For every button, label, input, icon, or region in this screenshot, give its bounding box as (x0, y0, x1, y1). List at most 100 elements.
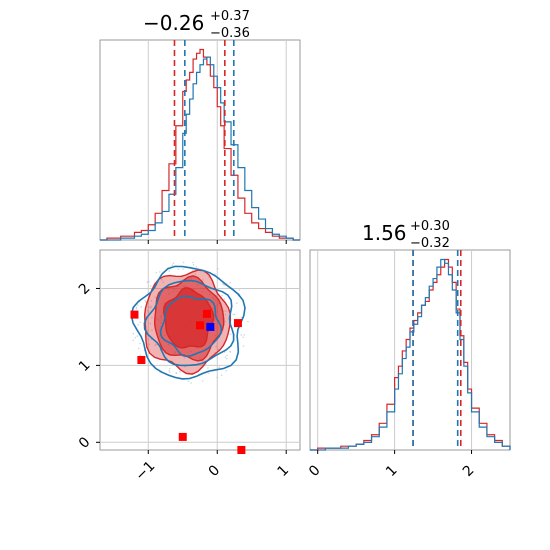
sample-dot (202, 279, 204, 281)
sample-dot (225, 357, 228, 360)
sample-dot (217, 348, 220, 351)
red-marker-2 (196, 321, 204, 330)
sample-dot (195, 265, 198, 268)
panel-frame (99, 39, 301, 241)
title-upper: +0.37 (210, 9, 250, 24)
sample-dot (150, 299, 153, 302)
sample-dot (135, 306, 138, 309)
histogram-step-1 (100, 56, 300, 241)
sample-dot (225, 310, 227, 313)
x-ticks (147, 240, 287, 244)
red-marker-3 (202, 309, 211, 318)
sample-dot (229, 351, 232, 353)
sample-dot (175, 372, 178, 374)
title-value: 1.56 (362, 221, 407, 245)
title-value: −0.26 (143, 11, 204, 35)
sample-dot (222, 283, 225, 286)
sample-dot (207, 367, 209, 369)
sample-dot (215, 345, 217, 348)
y-tick-label: 1 (76, 357, 94, 375)
sample-dot (243, 333, 246, 336)
sample-dot (137, 347, 140, 350)
sample-dot (135, 308, 138, 310)
red-marker-6 (237, 446, 246, 454)
sample-dot (146, 309, 149, 312)
contours (130, 265, 246, 380)
sample-dot (139, 354, 142, 357)
sample-dot (144, 301, 147, 303)
sample-dot (149, 306, 152, 309)
sample-dot (190, 382, 192, 384)
panel-bottom-right: 0 1 2 1.56 +0.30 −0.32 (306, 219, 511, 480)
sample-dot (218, 366, 221, 368)
sample-dot (224, 320, 226, 323)
sample-dot (147, 311, 150, 313)
sample-dot (139, 321, 142, 324)
title-upper: +0.30 (410, 219, 450, 234)
sample-dot (147, 338, 149, 341)
sample-dot (238, 289, 241, 291)
sample-dot (242, 336, 244, 339)
title-lower: −0.36 (210, 26, 250, 41)
sample-dot (144, 299, 146, 302)
markers (130, 309, 246, 454)
sample-dot (220, 374, 223, 377)
sample-dot (192, 261, 194, 264)
sample-dot (146, 329, 149, 332)
sample-dot (171, 264, 174, 267)
sample-dot (140, 306, 143, 308)
sample-dot (168, 369, 170, 372)
sample-dot (160, 279, 163, 281)
sample-dot (182, 261, 185, 264)
sample-dot (235, 302, 238, 304)
grid-lines (317, 250, 473, 450)
sample-dot (240, 334, 242, 336)
sample-dot (154, 296, 157, 299)
grid-lines (147, 40, 287, 240)
sample-dot (177, 268, 180, 271)
sample-dot (201, 380, 204, 382)
sample-dot (232, 313, 234, 316)
red-marker-1 (137, 356, 146, 364)
histogram-series (310, 258, 511, 451)
y-tick-labels: 0 1 2 (76, 280, 100, 452)
red-marker-4 (233, 319, 242, 328)
title-lower: −0.32 (410, 236, 450, 251)
sample-dot (146, 281, 149, 284)
sample-dot (224, 313, 227, 316)
sample-dot (168, 270, 171, 272)
sample-dot (151, 316, 153, 319)
sample-dot (132, 332, 135, 335)
sample-dot (216, 376, 219, 379)
sample-dot (191, 269, 194, 272)
sample-dot (247, 320, 249, 323)
sample-dot (225, 369, 227, 372)
contour-line-5 (159, 295, 223, 358)
sample-dot (169, 371, 171, 374)
sample-dot (155, 271, 158, 274)
x-tick-label: 1 (383, 462, 401, 480)
sample-dot (242, 345, 245, 347)
sample-dot (216, 267, 219, 270)
sample-dot (233, 313, 236, 315)
red-marker-5 (178, 432, 187, 441)
sample-dot (159, 271, 161, 273)
sample-dot (182, 268, 184, 270)
sample-dot (224, 356, 227, 358)
sample-dot (219, 298, 221, 300)
x-tick-label: 0 (206, 462, 224, 480)
sample-dot (132, 339, 135, 342)
sample-dot (194, 273, 197, 275)
sample-dot (136, 304, 139, 306)
sample-dot (223, 298, 226, 300)
sample-dot (150, 305, 153, 308)
panel-bottom-left: −1 0 1 0 1 2 (76, 249, 301, 484)
sample-dot (147, 306, 150, 308)
x-tick-labels: 0 1 2 (306, 450, 478, 480)
sample-dot (226, 354, 228, 357)
sample-dot (240, 316, 243, 319)
sample-dot (149, 322, 152, 325)
sample-dot (145, 321, 148, 323)
sample-dot (149, 285, 152, 287)
